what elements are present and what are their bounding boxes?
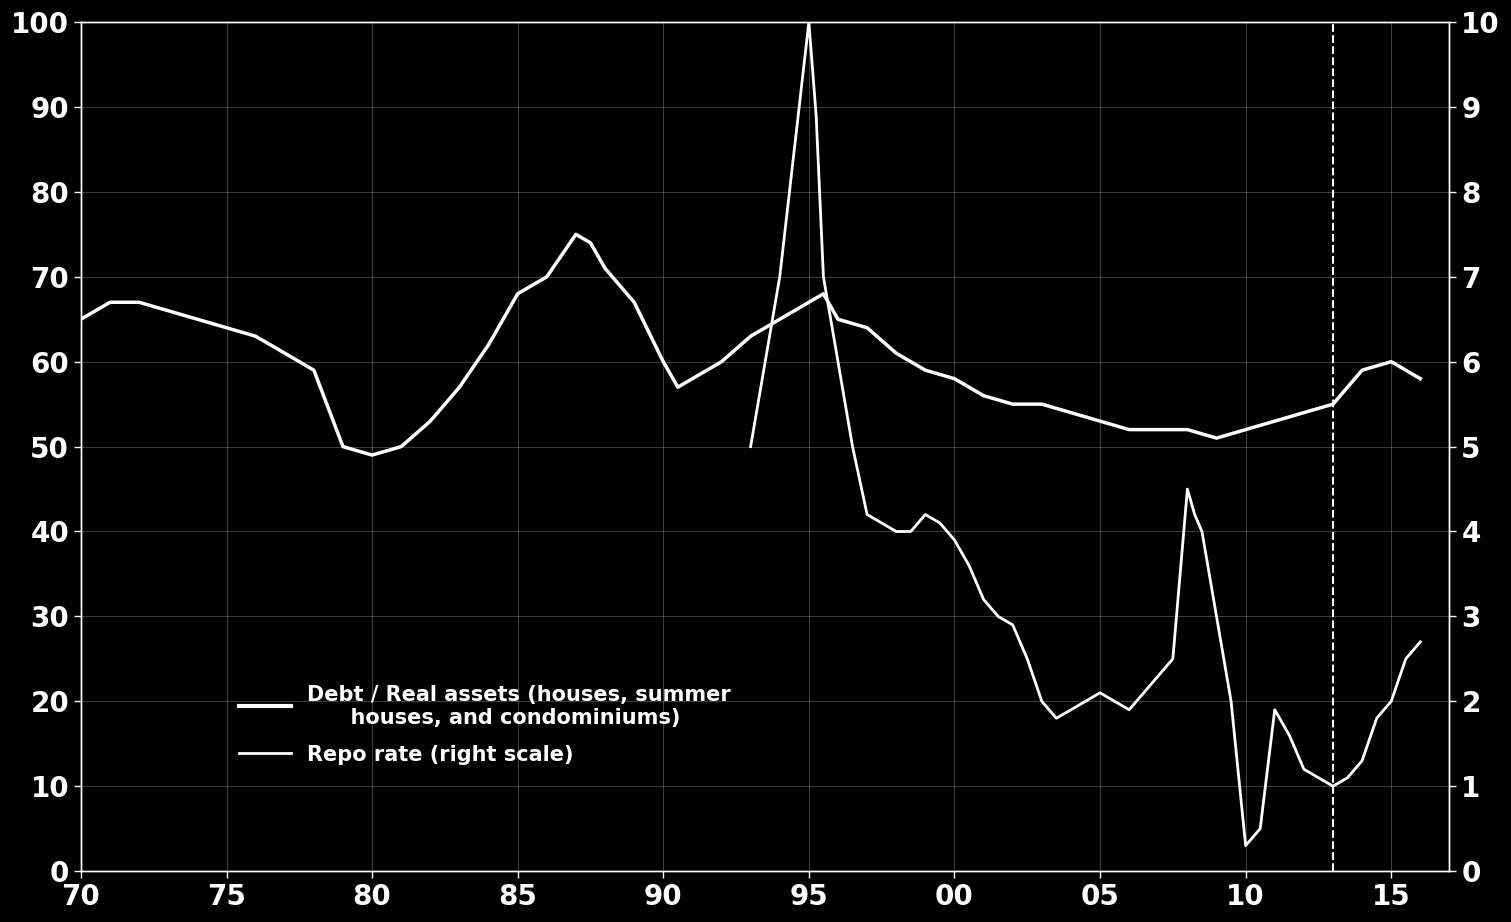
Legend: Debt / Real assets (houses, summer
      houses, and condominiums), Repo rate (r: Debt / Real assets (houses, summer house… [228,675,742,775]
